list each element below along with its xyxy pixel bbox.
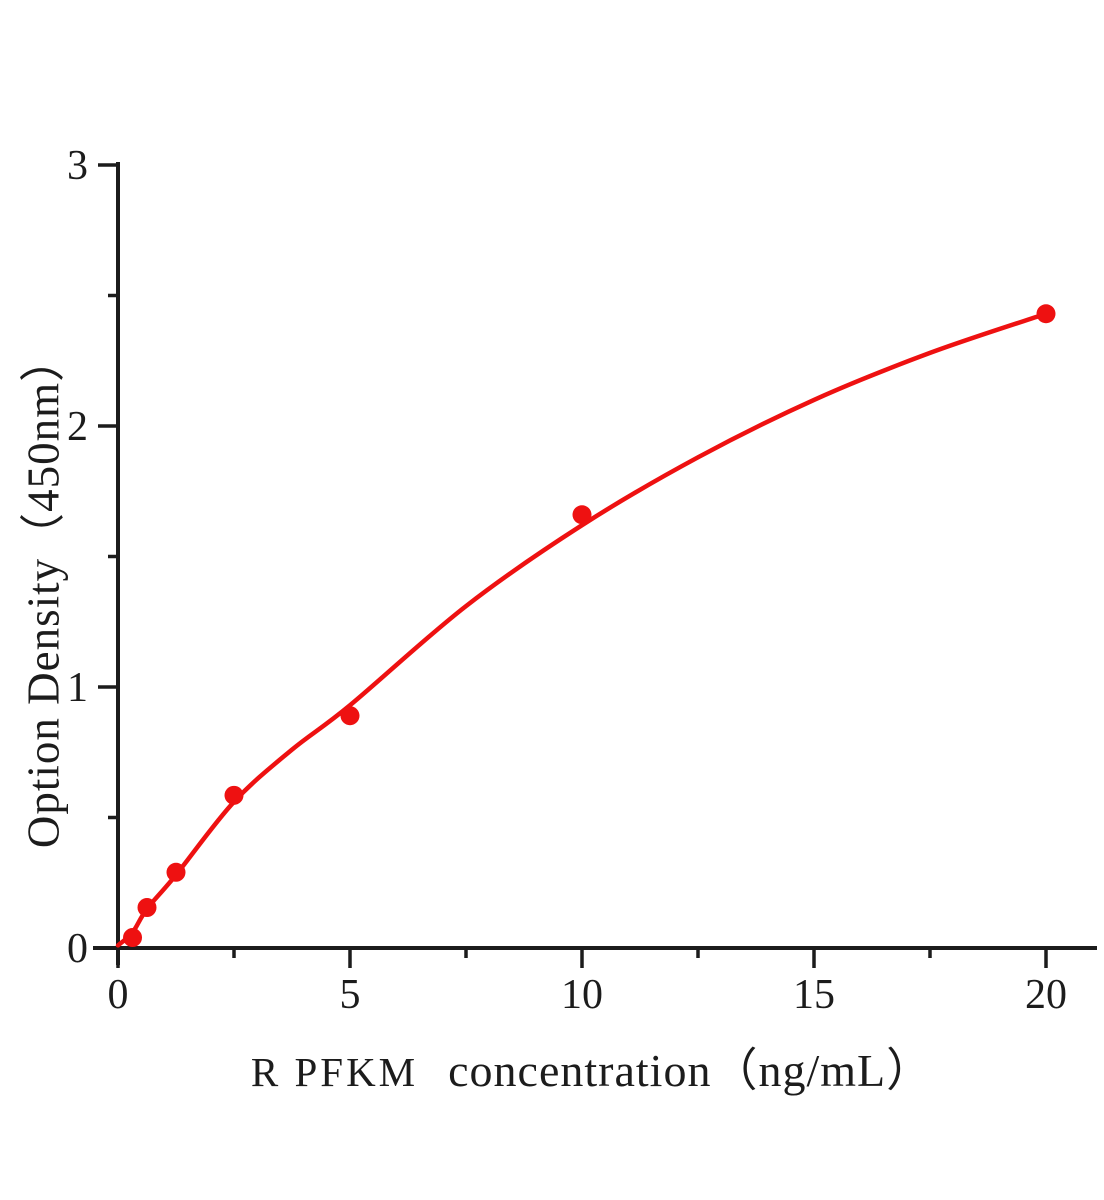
- data-point: [1036, 304, 1056, 324]
- data-point: [224, 785, 244, 805]
- x-tick-label: 20: [1025, 972, 1067, 1018]
- x-tick-label: 0: [108, 972, 129, 1018]
- data-point: [572, 505, 592, 525]
- x-tick-label: 5: [340, 972, 361, 1018]
- x-axis-title: R PFKM concentration（ng/mL）: [251, 1034, 933, 1100]
- data-point: [340, 706, 360, 726]
- x-tick-label: 10: [561, 972, 603, 1018]
- y-tick-label: 3: [67, 143, 88, 189]
- y-tick-label: 1: [67, 665, 88, 711]
- x-axis-title-units: concentration（ng/mL）: [448, 1045, 934, 1096]
- data-point: [166, 862, 186, 882]
- data-point: [123, 928, 143, 948]
- data-point: [137, 898, 157, 918]
- x-tick-label: 15: [793, 972, 835, 1018]
- y-axis-title: Option Density（450nm）: [18, 335, 69, 849]
- y-tick-label: 2: [67, 404, 88, 450]
- x-axis-title-analyte: R PFKM: [250, 1049, 419, 1095]
- standard-curve-line: [115, 311, 1049, 948]
- y-tick-label: 0: [67, 926, 88, 972]
